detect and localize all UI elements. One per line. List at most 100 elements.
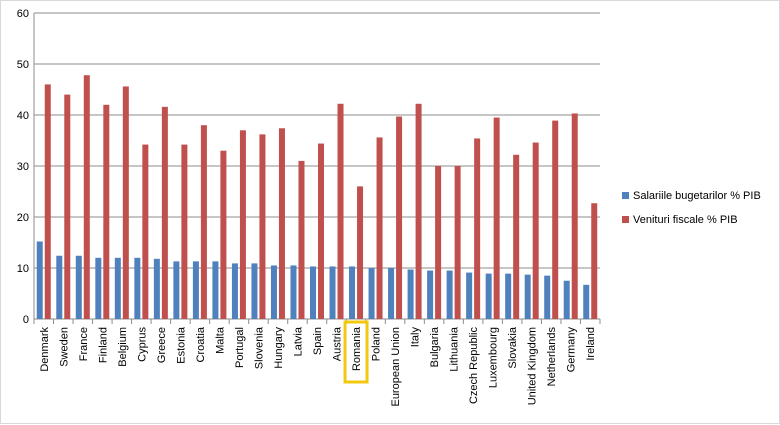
bar (396, 116, 403, 319)
bar (563, 280, 570, 319)
bar (368, 268, 375, 319)
x-tick-label: Poland (371, 327, 383, 361)
x-tick-label: Slovenia (253, 326, 265, 369)
bar (278, 128, 285, 319)
x-tick-label: European Union (390, 327, 402, 407)
x-tick-label: Slovakia (507, 326, 519, 368)
x-tick-label: Spain (312, 327, 324, 355)
bar (290, 265, 297, 319)
x-tick-label: Latvia (292, 326, 304, 356)
bar (446, 270, 453, 319)
x-tick-label: Austria (332, 326, 344, 361)
bar (83, 75, 90, 319)
x-tick-label: Cyprus (136, 327, 148, 362)
x-tick-label: United Kingdom (527, 327, 539, 405)
bar (56, 255, 63, 319)
bar (505, 273, 512, 319)
x-tick-label: Ireland (585, 327, 597, 361)
bar (212, 261, 219, 319)
bar (454, 166, 461, 319)
category-labels: Denmark Sweden France Finland Belgium Cyprus G… (39, 320, 597, 407)
bar (357, 186, 364, 319)
bar (407, 269, 414, 319)
bar (524, 274, 531, 319)
x-tick-label: Sweden (58, 327, 70, 367)
x-tick-label: Czech Republic (468, 327, 480, 405)
x-tick-label: Bulgaria (429, 326, 441, 367)
y-tick-label: 10 (17, 263, 29, 275)
x-tick-label: Netherlands (546, 327, 558, 387)
bar (251, 263, 258, 319)
bar (200, 125, 207, 319)
legend-swatch (622, 216, 629, 223)
bar (153, 258, 160, 319)
bar (435, 166, 442, 319)
bar (310, 266, 316, 319)
bar (192, 261, 199, 319)
bar (337, 103, 344, 319)
bar (474, 138, 481, 319)
legend-label: Venituri fiscale % PIB (633, 214, 738, 226)
y-tick-label: 0 (23, 314, 29, 326)
y-tick-label: 60 (17, 8, 29, 20)
bar (298, 160, 305, 319)
bar (220, 150, 227, 319)
bar (95, 257, 102, 319)
legend-label: Salariile bugetarilor % PIB (633, 190, 761, 202)
x-tick-label: Finland (97, 327, 109, 363)
y-tick-label: 20 (17, 212, 29, 224)
bar (427, 270, 434, 319)
x-tick-label: Germany (566, 327, 578, 373)
x-tick-label: Hungary (273, 327, 285, 369)
bar (181, 144, 188, 319)
bar (552, 120, 559, 319)
bar (134, 257, 141, 319)
highlight-box (343, 320, 369, 384)
bar (44, 84, 51, 320)
bar (142, 144, 149, 319)
bar (415, 103, 422, 319)
y-tick-label: 50 (17, 59, 29, 71)
x-tick-label: Greece (156, 327, 168, 363)
x-tick-label: Malta (214, 326, 226, 354)
x-tick-label: Romania (351, 326, 363, 371)
legend: Salariile bugetarilor % PIB Venituri fisc… (622, 190, 761, 226)
legend-swatch (622, 192, 629, 199)
bar (591, 203, 598, 319)
bar (349, 266, 356, 319)
bar (231, 263, 238, 319)
bar (485, 273, 492, 319)
x-tick-label: Portugal (234, 327, 246, 368)
bar (318, 143, 324, 319)
x-tick-label: Belgium (117, 327, 129, 367)
x-tick-label: Estonia (175, 326, 187, 364)
bar (532, 142, 539, 319)
x-tick-label: Denmark (39, 327, 51, 372)
x-tick-label: Lithuania (449, 326, 461, 372)
bar (513, 154, 520, 319)
bar (122, 86, 129, 319)
bar (103, 104, 110, 319)
bar (173, 261, 180, 319)
x-tick-label: Italy (410, 327, 422, 348)
y-tick-label: 30 (17, 161, 29, 173)
bar (75, 255, 82, 319)
bar (388, 268, 395, 319)
x-tick-label: Croatia (195, 326, 207, 362)
bar (114, 257, 121, 319)
x-tick-label: Luxembourg (488, 327, 500, 388)
bars (36, 75, 598, 320)
bar (583, 284, 590, 319)
bar (161, 106, 168, 319)
bar (270, 265, 277, 319)
bar (259, 134, 266, 319)
bar (571, 113, 578, 319)
y-tick-label: 40 (17, 110, 29, 122)
x-tick-label: France (78, 327, 90, 361)
bar (36, 241, 43, 319)
bar (544, 275, 551, 319)
bar (493, 117, 500, 319)
bar (376, 137, 383, 319)
